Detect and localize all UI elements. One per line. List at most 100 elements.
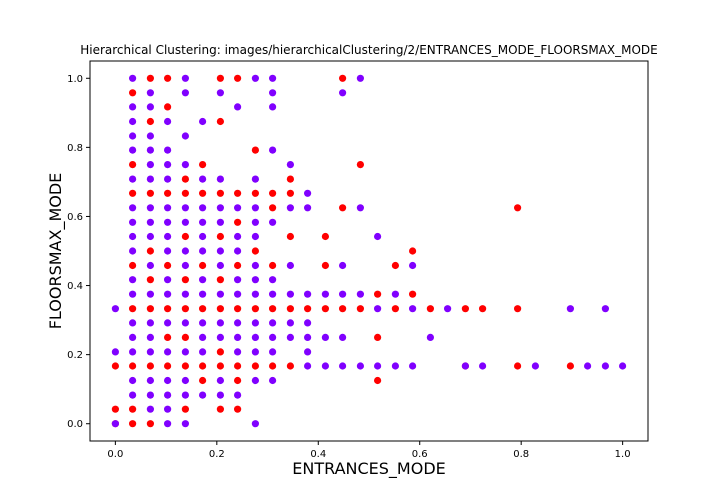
data-point [251, 261, 259, 270]
data-point [321, 362, 329, 370]
data-point [339, 74, 347, 82]
data-point [216, 319, 224, 327]
data-point [514, 305, 522, 313]
data-point [199, 362, 207, 370]
data-point [216, 376, 224, 385]
data-point [129, 132, 137, 140]
data-point [251, 319, 259, 327]
data-point [199, 348, 207, 356]
x-tick-label: 0.8 [513, 449, 529, 460]
data-point [216, 305, 224, 313]
data-point [269, 204, 277, 212]
data-point [374, 305, 382, 313]
data-point [251, 175, 259, 183]
data-point [164, 161, 172, 169]
data-point [409, 290, 417, 298]
data-point [216, 261, 224, 270]
data-point [181, 175, 189, 183]
data-point [286, 333, 294, 341]
data-point [146, 305, 154, 313]
data-point [146, 290, 154, 298]
data-point [199, 261, 207, 270]
data-point [286, 362, 294, 370]
data-point [339, 333, 347, 341]
data-point [146, 276, 154, 284]
data-point [146, 319, 154, 327]
data-point [129, 103, 137, 111]
x-tick-label: 0.0 [107, 449, 123, 460]
data-point [164, 333, 172, 341]
data-point [269, 333, 277, 341]
data-point [181, 405, 189, 413]
data-point [216, 276, 224, 284]
x-tick-label: 1.0 [615, 449, 631, 460]
data-point [234, 189, 242, 197]
data-point [584, 362, 592, 370]
data-point [269, 362, 277, 370]
data-point [129, 305, 137, 313]
data-point [111, 305, 119, 313]
data-point [199, 204, 207, 212]
data-point [164, 204, 172, 212]
data-point [409, 261, 417, 270]
data-point [251, 146, 259, 154]
data-point [181, 204, 189, 212]
data-point [164, 362, 172, 370]
data-point [251, 420, 259, 428]
data-point [199, 232, 207, 241]
data-point [181, 232, 189, 241]
data-point [216, 405, 224, 413]
data-point [234, 247, 242, 255]
data-point [251, 276, 259, 284]
data-point [531, 362, 540, 370]
data-point [199, 333, 207, 341]
data-point [216, 218, 224, 226]
data-point [304, 362, 312, 370]
data-point [129, 276, 137, 284]
data-point [216, 290, 224, 298]
data-point [514, 204, 522, 212]
data-point [199, 218, 207, 226]
data-point [321, 232, 329, 241]
data-point [339, 305, 347, 313]
data-point [111, 420, 119, 428]
data-point [199, 117, 207, 126]
data-point [181, 333, 189, 341]
data-point [146, 362, 154, 370]
x-tick-label: 0.6 [412, 449, 428, 460]
data-point [234, 405, 242, 413]
data-point [479, 362, 487, 370]
data-point [269, 319, 277, 327]
data-point [234, 103, 242, 111]
data-point [234, 261, 242, 270]
data-point [164, 276, 172, 284]
data-point [199, 276, 207, 284]
data-point [199, 161, 207, 169]
data-point [304, 305, 312, 313]
data-point [199, 175, 207, 183]
data-point [129, 333, 137, 341]
data-point [146, 117, 154, 126]
data-point [234, 305, 242, 313]
data-point [164, 405, 172, 413]
data-point [304, 333, 312, 341]
data-point [619, 362, 627, 370]
data-point [251, 204, 259, 212]
data-point [199, 290, 207, 298]
data-point [251, 290, 259, 298]
data-point [181, 74, 189, 82]
data-point [409, 305, 417, 313]
data-point [199, 189, 207, 197]
data-point [164, 348, 172, 356]
data-point [164, 189, 172, 197]
data-point [111, 348, 119, 356]
data-point [181, 261, 189, 270]
data-point [286, 204, 294, 212]
data-point [321, 305, 329, 313]
data-point [234, 333, 242, 341]
data-point [164, 74, 172, 82]
data-point [304, 319, 312, 327]
y-tick-label: 1.0 [67, 74, 83, 85]
data-point [181, 305, 189, 313]
